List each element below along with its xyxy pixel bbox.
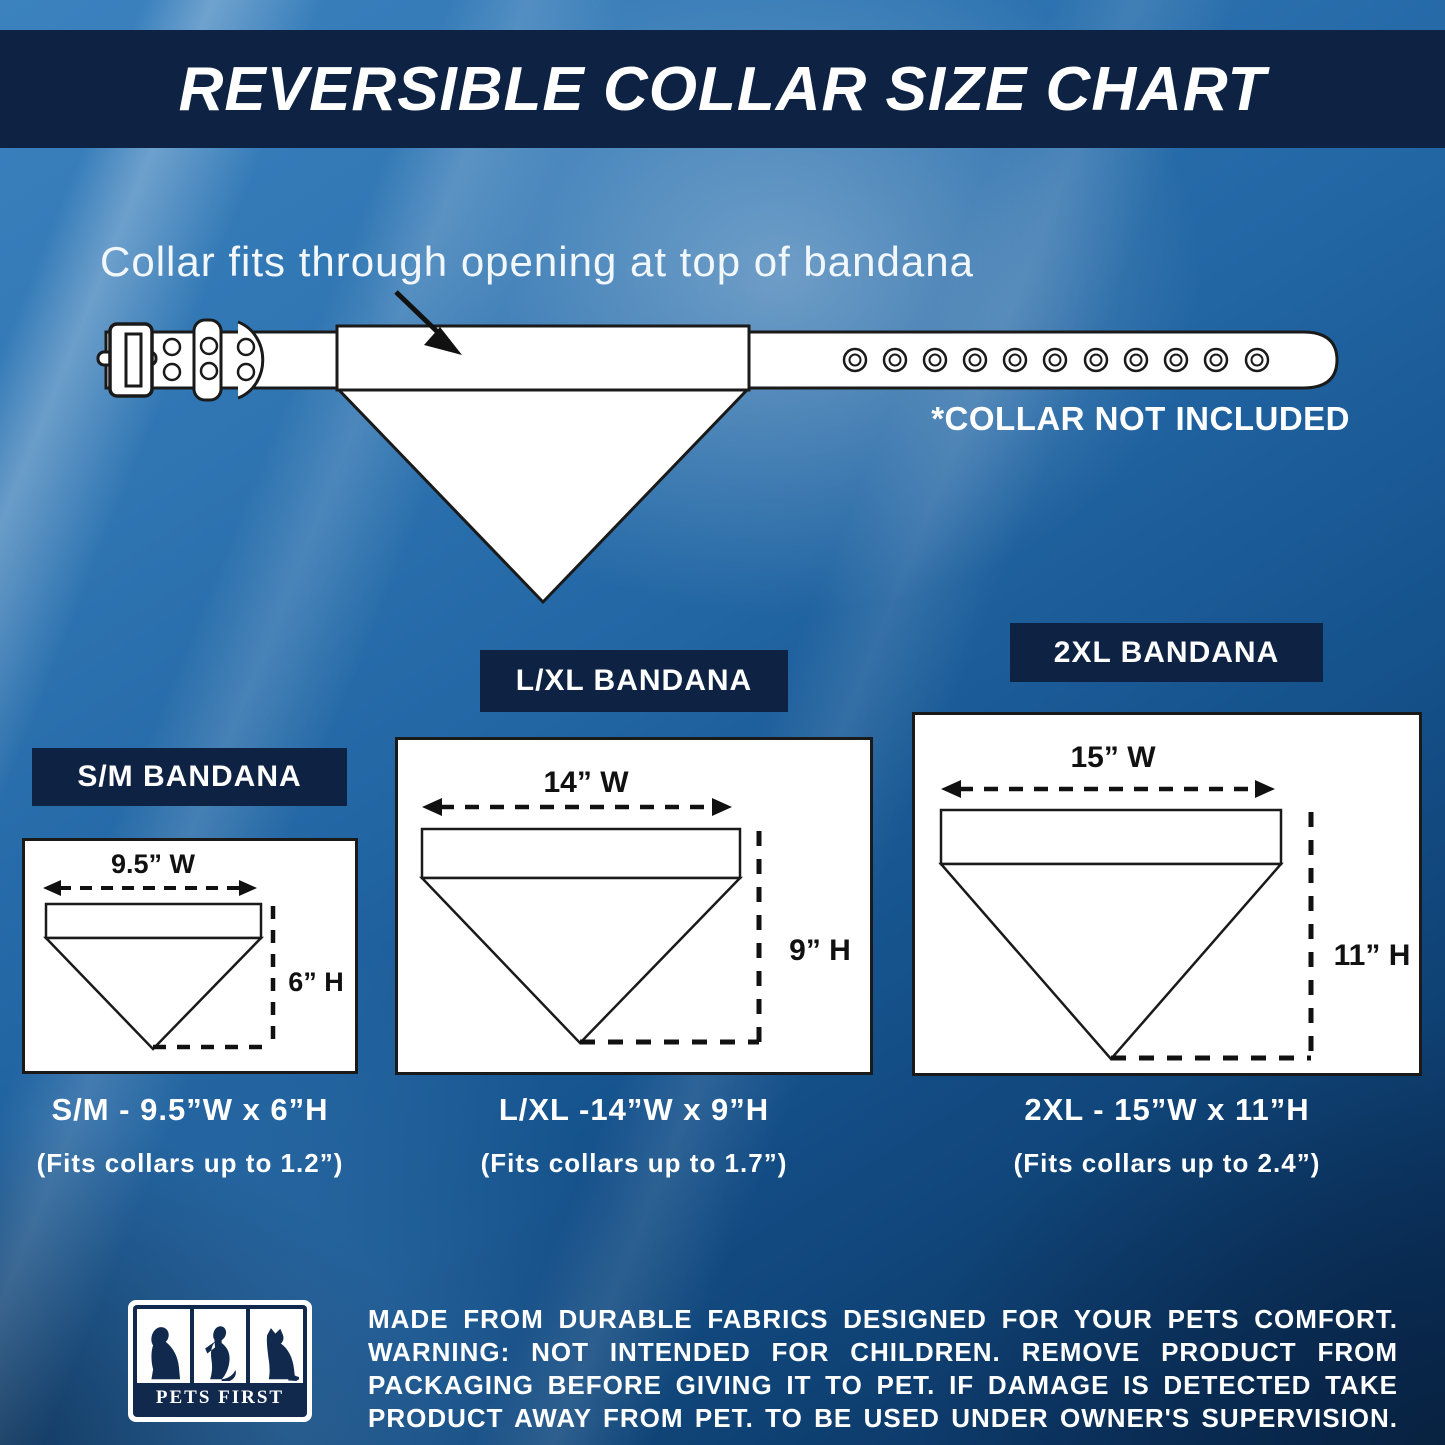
size-box-2xl: 15” W 11” H — [912, 712, 1422, 1076]
size-caption-sm: S/M - 9.5”W x 6”H — [51, 1092, 329, 1127]
shepherd-dog-icon — [266, 1328, 299, 1381]
footer-warning: MADE FROM DURABLE FABRICS DESIGNED FOR Y… — [368, 1303, 1398, 1435]
size-label-sm-text: S/M BANDANA — [77, 760, 302, 793]
fits-note-sm: (Fits collars up to 1.2”) — [36, 1148, 344, 1178]
size-box-sm: 9.5” W 6” H — [22, 838, 358, 1074]
collar-buckle — [96, 318, 265, 402]
warning-line-4: PRODUCT AWAY FROM PET. TO BE USED UNDER … — [368, 1403, 1398, 1433]
fits-note-lxl: (Fits collars up to 1.7”) — [480, 1148, 788, 1178]
sitting-dog-icon — [151, 1327, 181, 1380]
dog-panel-1 — [137, 1309, 190, 1383]
height-dimension-label-lxl: 9” H — [789, 934, 851, 967]
warning-line-1: MADE FROM DURABLE FABRICS DESIGNED FOR Y… — [368, 1304, 1398, 1334]
pets-first-logo-inner: PETS FIRST — [133, 1305, 307, 1417]
size-label-lxl-text: L/XL BANDANA — [515, 664, 753, 697]
width-dimension-label-sm: 9.5” W — [110, 849, 196, 879]
size-label-2xl-text: 2XL BANDANA — [1053, 635, 1280, 669]
annotation-arrow-icon — [394, 290, 462, 355]
logo-dog-panels — [137, 1309, 304, 1383]
size-caption-2xl: 2XL - 15”W x 11”H — [1024, 1092, 1310, 1127]
size-diagram-lxl — [419, 798, 762, 1045]
size-label-2xl: 2XL BANDANA — [1010, 623, 1323, 682]
dog-panel-3 — [250, 1309, 304, 1383]
size-label-lxl: L/XL BANDANA — [480, 650, 788, 712]
width-dimension-label-lxl: 14” W — [543, 766, 629, 799]
title-banner: REVERSIBLE COLLAR SIZE CHART — [0, 30, 1445, 148]
height-guide-sm — [153, 906, 276, 1050]
dog-panel-2 — [193, 1309, 247, 1383]
height-guide-2xl — [1111, 812, 1314, 1061]
collar-annotation: Collar fits through opening at top of ba… — [100, 238, 974, 285]
warning-line-2: WARNING: NOT INTENDED FOR CHILDREN. REMO… — [368, 1337, 1398, 1367]
page-title: REVERSIBLE COLLAR SIZE CHART — [178, 54, 1267, 124]
width-dimension-label-2xl: 15” W — [1070, 741, 1156, 774]
collar-note: *COLLAR NOT INCLUDED — [931, 400, 1350, 437]
size-diagram-sm — [43, 880, 276, 1051]
height-dimension-label-2xl: 11” H — [1333, 939, 1411, 972]
warning-line-3: PACKAGING BEFORE GIVING IT TO PET. IF DA… — [368, 1370, 1398, 1400]
size-diagram-2xl — [938, 780, 1314, 1061]
size-label-sm: S/M BANDANA — [32, 748, 347, 806]
height-guide-lxl — [580, 831, 762, 1045]
begging-dog-icon — [205, 1326, 236, 1381]
fits-note-2xl: (Fits collars up to 2.4”) — [1013, 1148, 1321, 1178]
height-dimension-label-sm: 6” H — [288, 967, 344, 997]
bandana-sleeve — [335, 324, 751, 392]
size-caption-lxl: L/XL -14”W x 9”H — [498, 1092, 770, 1127]
pets-first-logo: PETS FIRST — [128, 1300, 312, 1422]
logo-text: PETS FIRST — [155, 1387, 285, 1408]
size-box-lxl: 14” W 9” H — [395, 737, 873, 1075]
bandana-triangle — [335, 388, 751, 605]
